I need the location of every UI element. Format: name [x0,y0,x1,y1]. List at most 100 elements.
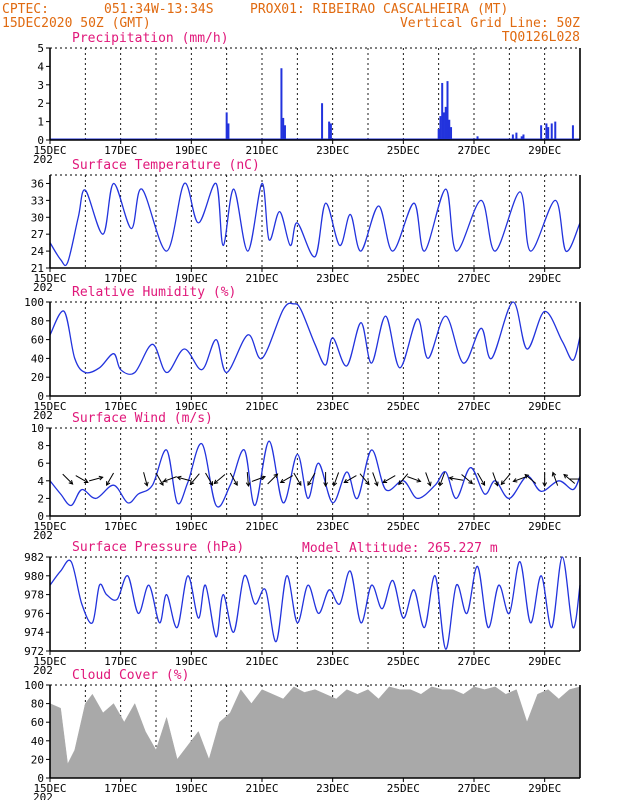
precip-bar [283,125,286,140]
wind-arrow [162,476,177,483]
x-year-stub: 202 [33,529,53,542]
header-grid-note: Vertical Grid Line: 50Z [400,16,580,31]
panel-title: Relative Humidity (%) [72,285,236,300]
x-tick-label: 17DEC [104,782,137,795]
x-tick-label: 27DEC [457,520,490,533]
precip-bar [545,123,548,140]
x-tick-label: 19DEC [175,520,208,533]
x-tick-label: 17DEC [104,272,137,285]
cloud-area [49,686,581,779]
y-tick-label: 974 [24,626,44,639]
y-tick-label: 1 [37,116,44,129]
series-line [49,440,581,508]
precip-bar [329,123,332,140]
panel-title: Precipitation (mm/h) [72,31,229,46]
y-tick-label: 80 [31,698,44,711]
x-year-stub: 202 [33,791,53,800]
x-tick-label: 19DEC [175,782,208,795]
x-year-stub: 202 [33,281,53,294]
wind-arrow-head [98,475,104,481]
x-tick-label: 15DEC [33,400,66,413]
wind-arrow [542,472,548,488]
wind-arrow-shaft [307,472,316,486]
precip-bar [540,125,543,140]
wind-arrow-head [297,481,302,487]
x-tick-label: 25DEC [387,272,420,285]
wind-arrow [407,476,422,483]
x-tick-label: 29DEC [528,144,561,157]
x-tick-label: 21DEC [245,272,278,285]
wind-arrow-head [233,481,238,487]
wind-arrow [89,475,104,482]
x-tick-label: 23DEC [316,782,349,795]
precip-bar [550,123,553,140]
wind-arrow [492,472,499,487]
x-tick-label: 17DEC [104,144,137,157]
wind-arrow-head [563,473,569,479]
x-tick-label: 23DEC [316,400,349,413]
x-tick-label: 21DEC [245,144,278,157]
wind-arrow-shaft [449,477,464,481]
x-tick-label: 15DEC [33,520,66,533]
x-tick-label: 25DEC [387,782,420,795]
x-tick-label: 19DEC [175,400,208,413]
x-tick-label: 17DEC [104,520,137,533]
wind-arrow-shaft [143,472,148,486]
precip-bar [522,134,525,140]
x-tick-label: 21DEC [245,782,278,795]
x-tick-label: 21DEC [245,655,278,668]
precip-bar [515,132,518,140]
wind-arrow-shaft [524,474,537,484]
y-tick-label: 20 [31,371,44,384]
y-tick-label: 40 [31,735,44,748]
precip-bar [520,136,523,140]
precip-bar [328,121,331,140]
wind-arrow-head [68,480,74,485]
x-tick-label: 19DEC [175,144,208,157]
wind-arrow-shaft [372,472,378,486]
x-tick-label: 17DEC [104,655,137,668]
panel-3: Relative Humidity (%) 0 20 40 60 80 100 15DEC 17… [24,285,581,422]
wind-arrow-shaft [205,472,213,486]
x-year-stub: 202 [33,409,53,422]
y-tick-label: 0 [37,510,44,523]
header-coords: 051:34W-13:34S [104,2,214,17]
x-tick-label: 25DEC [387,400,420,413]
wind-arrow [438,472,446,487]
wind-arrow-head [189,480,195,486]
x-tick-label: 19DEC [175,272,208,285]
wind-arrow-shaft [500,473,511,485]
y-tick-label: 80 [31,315,44,328]
wind-arrow [176,475,192,482]
panels-group: Precipitation (mm/h) 0 1 2 3 4 5 15DEC 17DEC 19DE… [24,31,581,800]
precip-bar [441,82,444,140]
wind-arrow [75,475,89,484]
wind-arrow [448,476,464,481]
precip-bar [439,116,442,140]
x-tick-label: 27DEC [457,272,490,285]
header-model-code: TQ0126L028 [502,30,580,45]
wind-arrow-shaft [89,476,103,482]
wind-arrow-shaft [425,472,431,486]
x-tick-label: 23DEC [316,272,349,285]
wind-arrow-head [343,478,349,484]
wind-arrow [213,474,226,485]
wind-arrow-head [416,478,422,483]
header-run-date: 15DEC2020 50Z (GMT) [2,16,151,31]
wind-arrow-head [307,481,312,487]
y-tick-label: 100 [24,296,44,309]
wind-arrow-head [512,478,518,483]
wind-arrow [293,472,302,487]
y-tick-label: 20 [31,753,44,766]
precip-bar [444,106,447,140]
wind-arrow [143,472,149,487]
wind-arrow-head [500,480,506,486]
precip-bar [476,136,479,140]
y-tick-label: 2 [37,97,44,110]
precip-bar [225,112,228,140]
y-tick-label: 4 [37,60,44,73]
wind-arrow [500,473,511,486]
panel-2: Surface Temperature (nC) 21 24 27 30 33 36 15DE… [31,158,581,294]
wind-arrow-head [176,475,182,481]
wind-arrow-shaft [492,472,499,486]
